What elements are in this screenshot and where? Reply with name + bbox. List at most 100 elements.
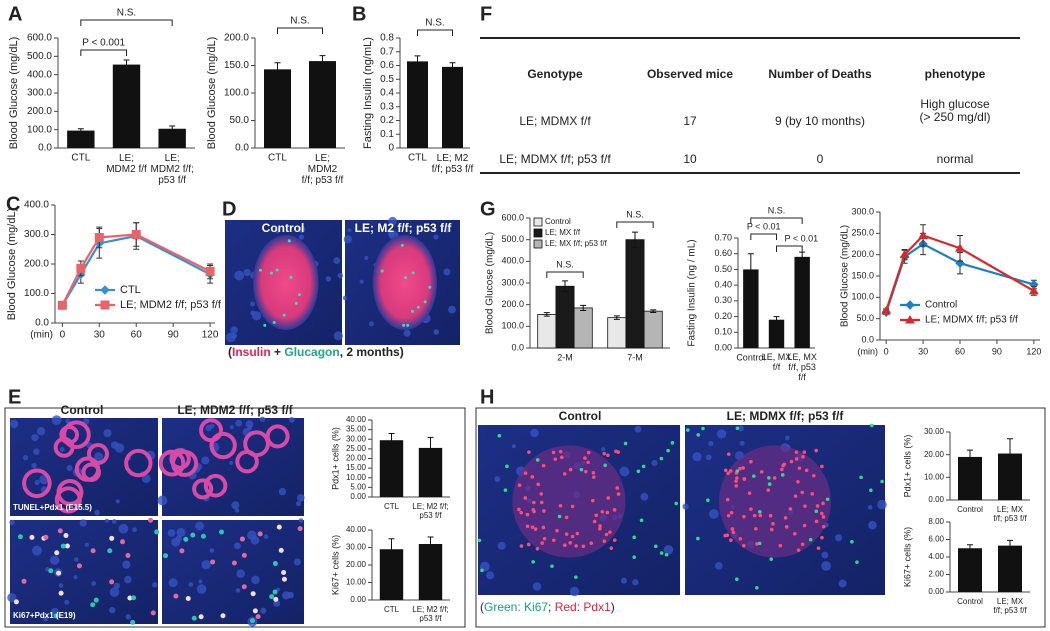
significance-bracket — [616, 221, 654, 228]
bar — [407, 61, 428, 148]
y-tick-label: 300.0 — [851, 206, 874, 216]
point — [1028, 285, 1039, 295]
pdx1-cell — [749, 459, 753, 464]
pdx1-cell — [788, 507, 793, 511]
pdx1-cell — [803, 504, 807, 508]
pdx1-cell — [800, 542, 805, 547]
ki67-cell — [767, 482, 772, 486]
stained-cell — [198, 614, 204, 620]
bar — [743, 269, 759, 348]
nucleus — [42, 615, 49, 622]
y-tick-label: 0.0 — [38, 143, 52, 154]
stained-cell — [273, 596, 279, 602]
nucleus — [31, 434, 39, 442]
nucleus — [715, 562, 723, 570]
pdx1-cell — [726, 452, 731, 456]
point — [918, 230, 928, 239]
caption: (Green: Ki67; Red: Pdx1) — [480, 600, 615, 614]
legend-label: Control — [545, 217, 571, 226]
nucleus — [84, 542, 89, 547]
stained-cell — [219, 529, 225, 535]
pdx1-cell — [778, 543, 783, 548]
y-tick-label: 0.0 — [511, 342, 524, 352]
nucleus — [325, 276, 332, 282]
y-tick-label: 400.0 — [501, 256, 524, 266]
table-cell: 10 — [683, 152, 697, 166]
duct — [243, 430, 270, 458]
glucagon-cell — [400, 243, 404, 247]
stained-cell — [21, 578, 27, 584]
point — [955, 243, 965, 252]
nucleus — [94, 452, 104, 462]
nucleus — [716, 429, 727, 439]
duct — [54, 486, 82, 514]
y-tick-label: 100.0 — [27, 124, 52, 135]
y-tick-label: 0.30 — [714, 295, 732, 305]
ki67-cell — [531, 560, 535, 564]
ki67-cell — [503, 488, 508, 492]
error-bar — [632, 231, 638, 248]
duct — [124, 448, 153, 478]
stained-cell — [131, 595, 137, 601]
duct — [209, 431, 237, 460]
panel-h-frame — [475, 407, 1046, 628]
y-tick-label: 4.00 — [928, 552, 944, 561]
nucleus — [433, 234, 439, 240]
stained-cell — [53, 613, 59, 619]
nucleus — [231, 333, 238, 339]
glucagon-cell — [411, 271, 415, 275]
x-tick-label: 30 — [918, 346, 928, 356]
pdx1-cell — [575, 531, 580, 536]
pdx1-cell — [784, 525, 789, 529]
pdx1-cell — [735, 476, 739, 480]
pdx1-cell — [793, 494, 798, 498]
error-bar — [274, 62, 281, 77]
caption-part: Red: Pdx1 — [555, 600, 611, 614]
pdx1-cell — [759, 470, 764, 474]
y-tick-label: 100.0 — [851, 292, 874, 302]
x-tick-label: LE; MDM2 f/f; p53 f/f — [150, 153, 193, 186]
nucleus — [234, 270, 244, 281]
ki67-cell — [550, 564, 554, 568]
duct — [169, 448, 191, 470]
stained-cell — [250, 591, 256, 597]
stained-cell — [90, 548, 96, 554]
ki67-cell — [870, 423, 874, 428]
nucleus — [785, 435, 790, 441]
pdx1-cell — [820, 535, 824, 540]
y-tick-label: 100.0 — [501, 321, 524, 331]
image-label: Control — [262, 221, 305, 235]
x-tick-label: 120 — [202, 330, 219, 341]
ki67-cell — [855, 560, 859, 564]
pdx1-cell — [540, 541, 544, 545]
pdx1-cell — [523, 496, 528, 500]
legend-label: CTL — [120, 284, 141, 296]
stained-cell — [127, 595, 133, 601]
bar — [112, 64, 141, 148]
nucleus — [278, 487, 287, 496]
y-tick-label: 2.00 — [928, 570, 944, 579]
pdx1-cell — [734, 484, 739, 488]
ki67-cell — [780, 473, 785, 477]
pdx1-cell — [598, 526, 602, 531]
y-axis-label: Ki67+ cells (%) — [902, 527, 912, 587]
nucleus — [448, 305, 456, 314]
nucleus — [7, 593, 17, 603]
nucleus — [22, 455, 29, 461]
point — [899, 249, 910, 259]
pdx1-cell — [592, 475, 596, 479]
nucleus — [195, 521, 204, 531]
x-tick-label: CTL — [384, 502, 400, 511]
y-tick-label: 35.00 — [346, 425, 367, 434]
error-bar — [1007, 438, 1013, 469]
y-axis-label: Blood Glucose (mg/dL) — [840, 225, 851, 327]
nucleus — [298, 518, 304, 523]
error-bar — [580, 304, 587, 312]
x-tick-label: 120 — [1026, 346, 1041, 356]
pdx1-cell — [602, 539, 607, 543]
pdx1-cell — [772, 476, 777, 480]
pdx1-cell — [570, 534, 575, 539]
stained-cell — [58, 590, 64, 596]
y-tick-label: 0.6 — [380, 60, 394, 71]
